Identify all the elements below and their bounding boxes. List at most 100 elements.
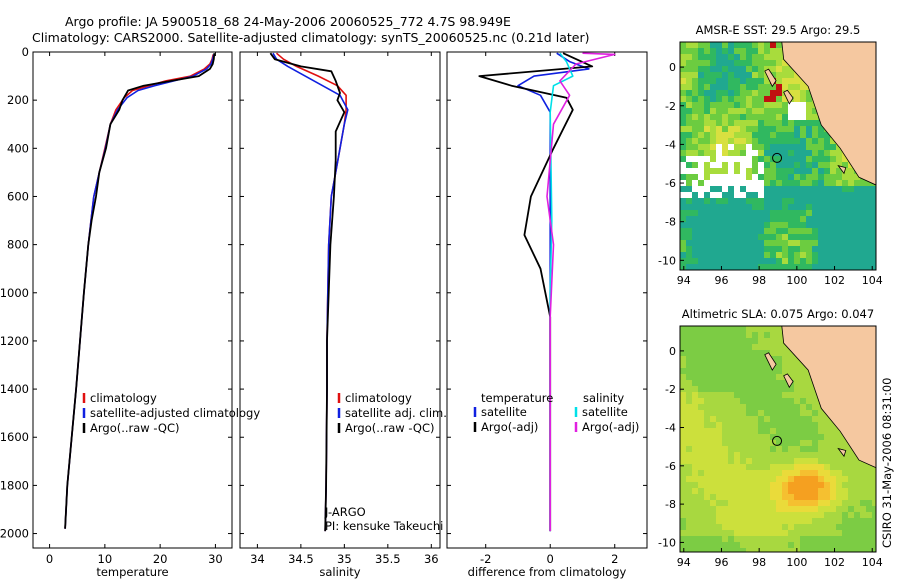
sst_map-title: AMSR-E SST: 29.5 Argo: 29.5: [696, 23, 861, 37]
sla_map-cell: [710, 440, 717, 447]
sla_map-cell: [716, 350, 723, 357]
sla_map-cell: [788, 500, 795, 507]
sla_map-cell: [698, 512, 705, 519]
sst_map-cell: [698, 114, 705, 121]
sla_map-cell: [716, 542, 723, 549]
sla_map-cell: [824, 476, 831, 483]
sla_map-cell: [686, 500, 693, 507]
sla_map-cell: [806, 482, 813, 489]
sst_map-cell: [698, 252, 705, 259]
sst_map-cell: [794, 198, 801, 205]
sst_map-cell: [794, 246, 801, 253]
sst_map-cell: [704, 126, 711, 133]
sst_map-cell: [734, 240, 741, 247]
salinity-xtick-label: 34.5: [288, 552, 314, 566]
sst_map-cell: [806, 102, 813, 109]
sst_map-cell: [746, 42, 753, 49]
sla_map-cell: [716, 368, 723, 375]
sst_map-cell: [734, 120, 741, 127]
sst_map-cell: [830, 138, 837, 145]
sst_map-cell: [872, 216, 876, 223]
sla_map-cell: [824, 446, 831, 453]
sst_map-cell: [722, 240, 729, 247]
sla_map-title: Altimetric SLA: 0.075 Argo: 0.047: [682, 307, 874, 321]
sst_map-cell: [812, 126, 819, 133]
sst_map-cell: [728, 216, 735, 223]
sst_map-cell: [788, 192, 795, 199]
sla_map-cell: [680, 464, 687, 471]
sla_map-cell: [746, 476, 753, 483]
sla_map-cell: [734, 410, 741, 417]
sla_map-cell: [758, 428, 765, 435]
sla_map-cell: [818, 422, 825, 429]
sst_map-cell: [686, 222, 693, 229]
salinity-xtick-label: 36: [424, 552, 439, 566]
sst_map-cell: [776, 156, 783, 163]
sla_map-cell: [812, 536, 819, 543]
sla_map-cell: [722, 392, 729, 399]
sla_map-cell: [830, 524, 837, 531]
sla_map-cell: [716, 356, 723, 363]
sla_map-cell: [728, 542, 735, 549]
sla_map-cell: [734, 380, 741, 387]
sla_map-cell: [710, 452, 717, 459]
sla_map-cell: [824, 422, 831, 429]
sla_map-cell: [704, 512, 711, 519]
sla_map-cell: [722, 380, 729, 387]
sst_map-cell: [806, 162, 813, 169]
sst_map-cell: [836, 192, 843, 199]
sla_map-cell: [746, 536, 753, 543]
sla_map-cell: [692, 434, 699, 441]
sla_map-cell: [764, 488, 771, 495]
sla_map-cell: [686, 482, 693, 489]
sst_map-cell: [740, 234, 747, 241]
sla_map-cell: [752, 434, 759, 441]
sla_map-cell: [716, 518, 723, 525]
sla_map-cell: [818, 512, 825, 519]
sst_map-cell: [794, 156, 801, 163]
sla_map-cell: [770, 368, 777, 375]
sst_map-cell: [710, 204, 717, 211]
sla_map-cell: [788, 548, 795, 552]
sla_map-cell: [752, 386, 759, 393]
sst_map-cell: [764, 84, 771, 91]
sla_map-cell: [836, 542, 843, 549]
sst_map-cell: [860, 264, 867, 270]
sla_map-cell: [758, 530, 765, 537]
sst_map-cell: [692, 120, 699, 127]
sst_map-cell: [734, 108, 741, 115]
sla_map-cell: [728, 416, 735, 423]
sla_map-cell: [836, 524, 843, 531]
sla_map-cell: [824, 500, 831, 507]
sla_map-cell: [710, 398, 717, 405]
sst_map-cell: [770, 156, 777, 163]
sla_map-cell: [710, 362, 717, 369]
sst_map-cell: [692, 174, 699, 181]
sst_map-cell: [806, 198, 813, 205]
depth-tick-label: 1000: [0, 286, 29, 300]
sla_map-cell: [716, 476, 723, 483]
sst_map-cell: [722, 108, 729, 115]
sst_map-cell: [848, 234, 855, 241]
sst_map-cell: [734, 222, 741, 229]
sst_map-cell: [824, 150, 831, 157]
sla_map-cell: [758, 440, 765, 447]
sla_map-cell: [758, 422, 765, 429]
sst_map-cell: [788, 168, 795, 175]
sla_map-cell: [746, 500, 753, 507]
sla_map-cell: [842, 536, 849, 543]
sla_map-cell: [722, 548, 729, 552]
sst_map-cell: [806, 234, 813, 241]
sst_map-cell: [704, 222, 711, 229]
sst_map-cell: [734, 264, 741, 270]
sst_map-cell: [716, 120, 723, 127]
sst_map-cell: [746, 258, 753, 265]
sst_map-cell: [710, 258, 717, 265]
sla_map-cell: [764, 440, 771, 447]
sla_map-cell: [794, 530, 801, 537]
sst_map-cell: [734, 156, 741, 163]
sla_map-cell: [860, 506, 867, 513]
sst_map-cell: [728, 54, 735, 61]
sla_map-cell: [680, 470, 687, 477]
sla_map-cell: [788, 386, 795, 393]
